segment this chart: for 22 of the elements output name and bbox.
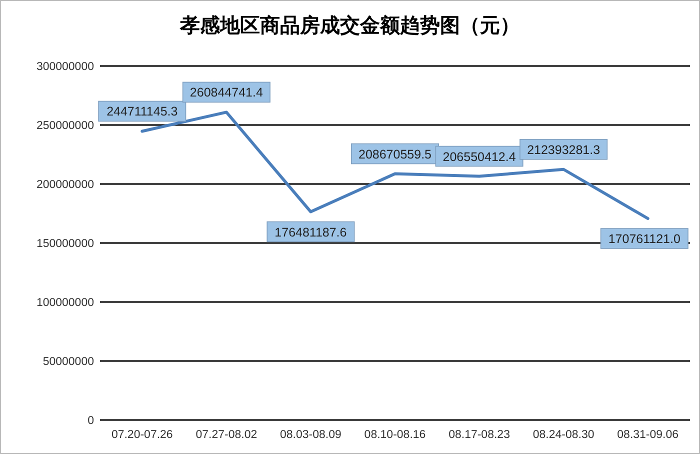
y-tick-label: 200000000	[36, 179, 94, 191]
y-tick-label: 50000000	[42, 356, 94, 368]
y-tick-label: 100000000	[36, 297, 94, 309]
y-tick-label: 0	[88, 415, 94, 427]
data-label: 212393281.3	[527, 142, 600, 157]
x-tick-label: 08.17-08.23	[448, 429, 510, 441]
y-tick-label: 300000000	[36, 61, 94, 73]
data-label: 170761121.0	[608, 232, 680, 246]
y-tick-label: 250000000	[36, 120, 94, 132]
data-label: 206550412.4	[442, 150, 516, 164]
x-tick-label: 07.20-07.26	[111, 429, 173, 441]
y-tick-label: 150000000	[36, 238, 94, 250]
x-tick-label: 08.24-08.30	[532, 429, 594, 441]
data-label: 208670559.5	[358, 147, 432, 162]
x-tick-label: 07.27-08.02	[196, 429, 258, 441]
x-tick-label: 08.31-09.06	[617, 429, 679, 441]
data-label: 176481187.6	[274, 225, 347, 240]
data-label: 244711145.3	[106, 104, 178, 119]
x-tick-label: 08.03-08.09	[280, 429, 342, 441]
x-tick-label: 08.10-08.16	[364, 429, 426, 441]
chart-title: 孝感地区商品房成交金额趋势图（元）	[179, 13, 520, 37]
data-label: 260844741.4	[190, 86, 263, 100]
